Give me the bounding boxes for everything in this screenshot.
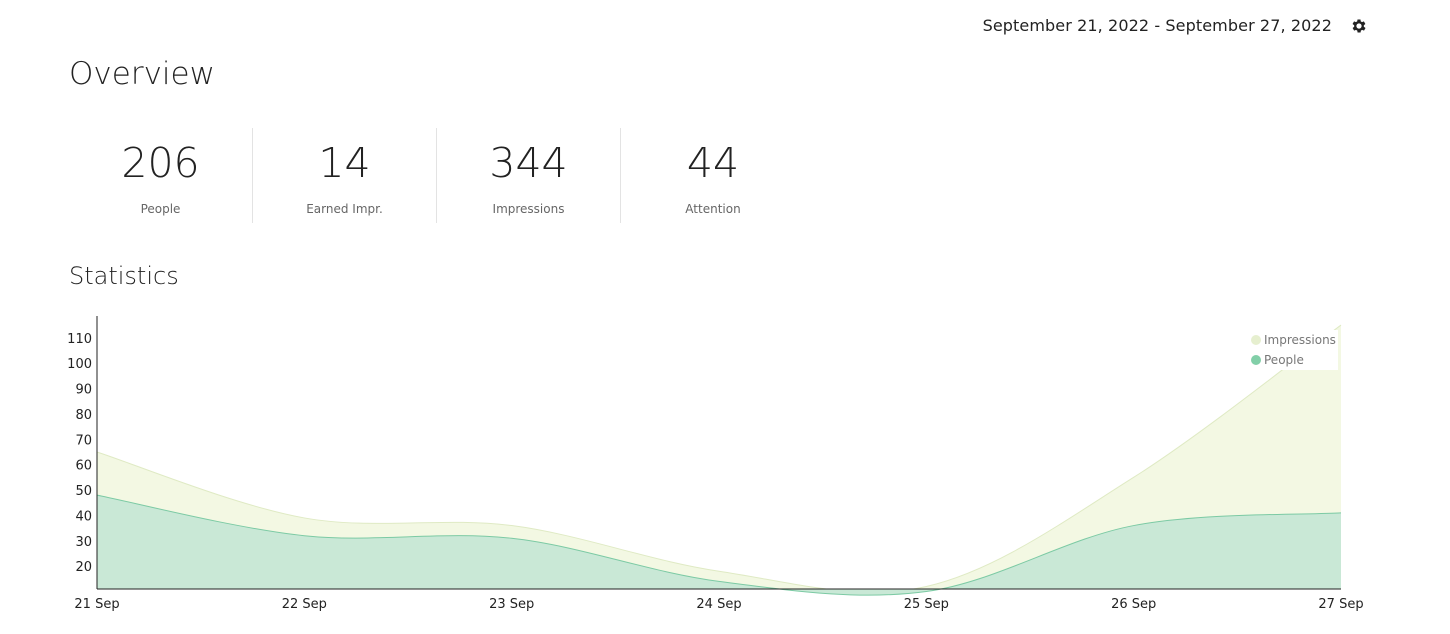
gear-icon[interactable] [1350, 17, 1368, 35]
y-tick-label: 80 [75, 408, 92, 423]
y-tick-label: 20 [75, 560, 92, 575]
x-tick-label: 24 Sep [696, 597, 741, 612]
date-range[interactable]: September 21, 2022 - September 27, 2022 [982, 16, 1332, 35]
x-tick-label: 26 Sep [1111, 597, 1156, 612]
y-tick-label: 60 [75, 459, 92, 474]
x-tick-label: 21 Sep [74, 597, 119, 612]
overview-title: Overview [69, 56, 215, 92]
line-impressions [96, 324, 1342, 593]
stat-people: 206 People [69, 128, 253, 223]
stat-impressions: 344 Impressions [437, 128, 621, 223]
legend-label: People [1264, 353, 1304, 367]
y-tick-label: 40 [75, 509, 92, 524]
x-tick-label: 27 Sep [1318, 597, 1363, 612]
statistics-chart: 20 30 40 50 60 70 80 90 100 110 21 Sep 22 Sep 23 Sep… [67, 316, 1364, 612]
x-tick-label: 23 Sep [489, 597, 534, 612]
area-people [97, 495, 1341, 596]
stat-label: Earned Impr. [306, 202, 383, 216]
stat-attention: 44 Attention [621, 128, 805, 223]
stat-label: People [140, 202, 181, 216]
stat-value: 44 [686, 139, 740, 187]
stat-value: 14 [318, 139, 371, 187]
x-tick-label: 22 Sep [282, 597, 327, 612]
stat-label: Attention [685, 202, 741, 216]
y-tick-label: 110 [67, 332, 92, 347]
x-tick-label: 25 Sep [904, 597, 949, 612]
legend-swatch [1251, 335, 1261, 345]
stat-earned-impressions: 14 Earned Impr. [253, 128, 437, 223]
legend-swatch [1251, 355, 1261, 365]
y-tick-label: 70 [75, 433, 92, 448]
legend-background [1246, 330, 1338, 370]
y-tick-label: 30 [75, 535, 92, 550]
statistics-title: Statistics [69, 262, 179, 290]
y-tick-label: 50 [75, 484, 92, 499]
area-impressions [97, 325, 1341, 593]
stat-label: Impressions [492, 202, 565, 216]
stat-value: 206 [121, 139, 200, 187]
header: September 21, 2022 - September 27, 2022 [983, 16, 1368, 35]
y-tick-label: 90 [75, 383, 92, 398]
legend-label: Impressions [1264, 333, 1336, 347]
stats-row: 206 People 14 Earned Impr. 344 Impressio… [69, 128, 805, 223]
stat-value: 344 [489, 139, 568, 187]
y-tick-label: 100 [67, 357, 92, 372]
